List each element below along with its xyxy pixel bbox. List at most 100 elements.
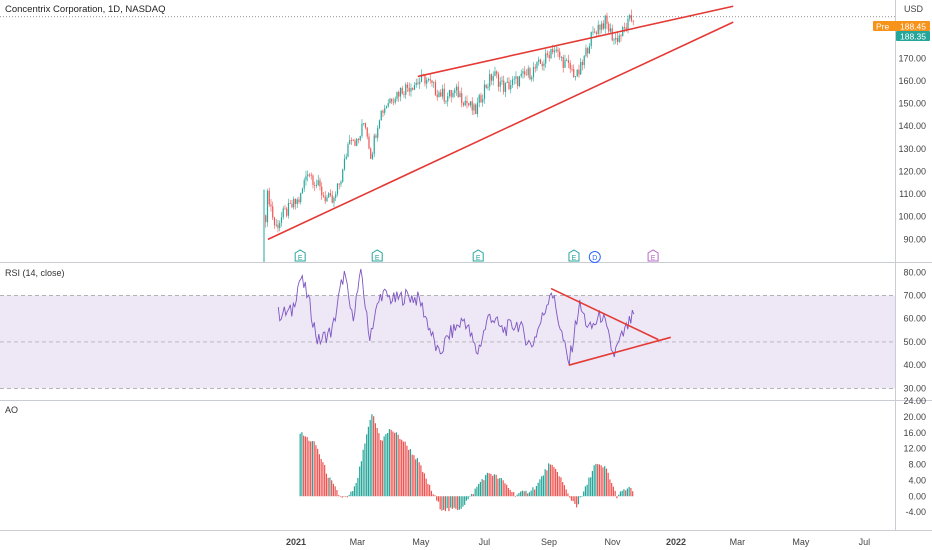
candle [333, 196, 335, 208]
candle-body [405, 84, 407, 95]
ao-bar [521, 490, 524, 497]
candle [485, 84, 487, 89]
candle-body [630, 15, 633, 21]
price-axis[interactable]: 90.00 100.00 110.00 120.00 130.00 140.00 150.0… [898, 31, 926, 517]
candle [532, 62, 535, 82]
candle-body [522, 71, 524, 74]
candle-body [529, 68, 531, 80]
candle-body [471, 101, 473, 111]
time-tick-label: May [412, 537, 430, 547]
candle-body [394, 98, 396, 103]
candle [345, 153, 347, 160]
dividend-marker[interactable]: D [588, 251, 601, 263]
candle-body [496, 71, 498, 75]
candle-body [608, 23, 610, 32]
candle [370, 147, 372, 159]
ao-bar [324, 465, 326, 497]
earnings-marker[interactable]: E [371, 249, 383, 262]
candle-body [581, 62, 584, 65]
candle [445, 100, 447, 105]
candle [462, 101, 465, 107]
candle-body [475, 104, 477, 115]
candle [266, 188, 269, 227]
candle-body [403, 93, 405, 95]
earnings-marker[interactable]: E [568, 249, 580, 262]
ao-bar [604, 466, 606, 497]
ao-bar [504, 483, 506, 497]
candle [301, 187, 304, 194]
time-tick-label: 2021 [286, 537, 306, 547]
earnings-marker[interactable]: E [647, 249, 659, 262]
candle [632, 20, 634, 26]
ao-bar [563, 485, 566, 497]
ao-bar [607, 472, 609, 497]
earnings-marker[interactable]: E [294, 249, 306, 262]
candle-body [564, 60, 566, 68]
candle [324, 191, 326, 205]
price-trendline-1[interactable] [267, 21, 734, 241]
candle [380, 110, 382, 121]
candle [513, 75, 515, 85]
candle [585, 44, 587, 58]
candle-body [410, 88, 412, 92]
price-trendline-2[interactable] [417, 5, 734, 78]
candle-body [447, 96, 449, 102]
candle [560, 56, 563, 62]
ao-bar [611, 482, 613, 497]
candle-body [473, 104, 475, 111]
ao-bar [497, 478, 499, 497]
candle [452, 90, 454, 99]
premarket-price-tag: Pre 188.45 [873, 21, 930, 32]
candle [321, 182, 323, 200]
candle-body [454, 90, 456, 94]
rsi-tick-label: 40.00 [903, 360, 926, 370]
candle-body [322, 195, 325, 197]
candle-body [616, 38, 619, 42]
candle [455, 83, 458, 96]
ao-tick-label: 4.00 [908, 475, 926, 485]
ao-bar [525, 490, 527, 497]
candle-body [415, 82, 417, 85]
rsi-series [0, 268, 895, 389]
candle-body [338, 183, 340, 185]
ao-bar [462, 496, 464, 507]
ao-bar [595, 463, 597, 497]
candle [503, 75, 505, 95]
candle-body [293, 198, 295, 208]
candle-body [476, 102, 479, 115]
candle [363, 123, 365, 126]
candle [350, 137, 353, 145]
ao-bar [570, 496, 573, 501]
candle-body [455, 86, 458, 91]
candle [270, 198, 272, 212]
time-axis[interactable]: 2021 Mar May Jul Sep Nov 2022 Mar May Jul [286, 537, 870, 547]
earnings-marker[interactable]: E [472, 249, 484, 262]
ao-bar [318, 454, 321, 497]
candle-body [419, 81, 421, 84]
candle [608, 21, 610, 34]
candle-body [357, 138, 360, 140]
candle-body [375, 135, 377, 138]
candle [308, 172, 311, 178]
ao-bar [495, 474, 497, 497]
ao-bar [481, 479, 483, 497]
candle [415, 78, 417, 88]
candle-body [352, 140, 354, 142]
ao-bar [514, 496, 517, 497]
candle [384, 104, 386, 116]
candle-body [370, 148, 372, 159]
ao-bar [444, 496, 447, 512]
ao-bar [478, 483, 480, 497]
rsi-trendline-2[interactable] [568, 336, 672, 366]
earnings-marker-shape [647, 249, 659, 262]
ao-bar [605, 468, 608, 497]
ao-bar [532, 487, 534, 497]
rsi-trendline-1[interactable] [550, 287, 659, 341]
ao-bar [467, 496, 469, 500]
candle-body [308, 174, 311, 176]
candle-body [506, 81, 508, 83]
candle [581, 59, 584, 71]
candle-body [373, 135, 375, 154]
candle-body [494, 71, 496, 76]
rsi-tick-label: 50.00 [903, 337, 926, 347]
